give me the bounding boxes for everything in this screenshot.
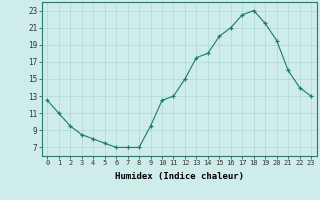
X-axis label: Humidex (Indice chaleur): Humidex (Indice chaleur) <box>115 172 244 181</box>
